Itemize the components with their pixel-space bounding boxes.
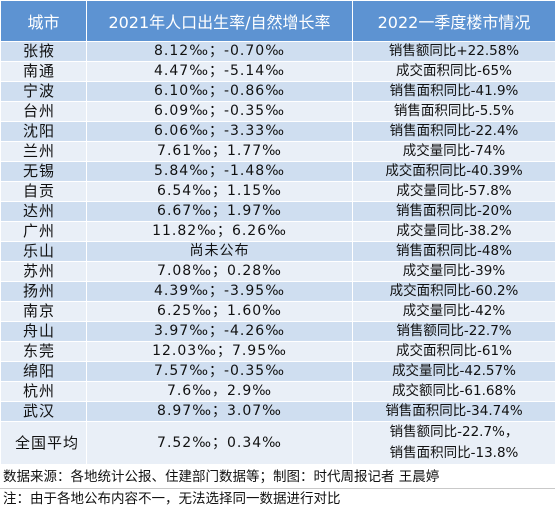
city-cell: 武汉 [0,401,87,422]
city-cell: 绵阳 [0,361,87,382]
market-cell: 成交量同比-42.57% [352,361,555,382]
market-cell: 成交量同比-42% [352,301,555,322]
market-cell: 销售面积同比-22.4% [352,121,555,142]
market-cell: 销售面积同比-5.5% [352,101,555,122]
market-cell: 成交面积同比-40.39% [352,161,555,182]
table-row: 宁波 6.10‰；-0.86‰ 销售面积同比-41.9% [0,81,555,102]
disclaimer-note: 注：由于各地公布内容不一，无法选择同一数据进行对比 [3,491,341,507]
market-cell: 成交面积同比-65% [352,61,555,82]
rate-cell: 尚未公布 [86,241,353,262]
market-cell: 销售额同比-22.7% [352,321,555,342]
market-cell: 成交量同比-38.2% [352,221,555,242]
city-cell: 无锡 [0,161,87,182]
table-row: 张掖 8.12‰；-0.70‰ 销售额同比+22.58% [0,41,555,62]
table-row: 东莞 12.03‰；7.95‰ 成交面积同比-61% [0,341,555,362]
table-row: 台州 6.09‰；-0.35‰ 销售面积同比-5.5% [0,101,555,122]
rate-cell: 6.09‰；-0.35‰ [86,101,353,122]
avg-market-line2: 销售面积同比-13.8% [389,445,519,461]
city-cell: 自贡 [0,181,87,202]
city-cell: 宁波 [0,81,87,102]
header-city: 城市 [0,0,87,42]
market-cell: 成交量同比-74% [352,141,555,162]
city-cell: 台州 [0,101,87,122]
market-cell: 销售面积同比-34.74% [352,401,555,422]
table-row-national-average: 全国平均 7.52‰；0.34‰ 销售额同比-22.7%， 销售面积同比-13.… [0,421,555,465]
table-row: 无锡 5.84‰；-1.48‰ 成交面积同比-40.39% [0,161,555,182]
city-cell: 南京 [0,301,87,322]
table-row: 舟山 3.97‰；-4.26‰ 销售额同比-22.7% [0,321,555,342]
rate-cell: 6.54‰；1.15‰ [86,181,353,202]
header-property-market: 2022一季度楼市情况 [352,0,555,42]
city-cell: 达州 [0,201,87,222]
city-cell: 杭州 [0,381,87,402]
rate-cell: 6.25‰；1.60‰ [86,301,353,322]
table-row: 广州 11.82‰；6.26‰ 成交量同比-38.2% [0,221,555,242]
table-row: 扬州 4.39‰；-3.95‰ 成交面积同比-60.2% [0,281,555,302]
avg-rate-cell: 7.52‰；0.34‰ [86,421,353,465]
city-cell: 广州 [0,221,87,242]
market-cell: 销售额同比+22.58% [352,41,555,62]
table-row: 兰州 7.61‰；1.77‰ 成交量同比-74% [0,141,555,162]
table-body: 张掖 8.12‰；-0.70‰ 销售额同比+22.58% 南通 4.47‰；-5.14‰… [0,41,555,465]
city-cell: 沈阳 [0,121,87,142]
avg-market-cell: 销售额同比-22.7%， 销售面积同比-13.8% [352,421,555,465]
city-cell: 东莞 [0,341,87,362]
table-row: 乐山 尚未公布 销售面积同比-48% [0,241,555,262]
market-cell: 销售面积同比-20% [352,201,555,222]
table-row: 南京 6.25‰；1.60‰ 成交量同比-42% [0,301,555,322]
market-cell: 成交面积同比-60.2% [352,281,555,302]
source-note: 数据来源：各地统计公报、住建部门数据等；制图：时代周报记者 王晨婷 [0,467,555,489]
market-cell: 销售面积同比-48% [352,241,555,262]
market-cell: 成交量同比-57.8% [352,181,555,202]
rate-cell: 12.03‰；7.95‰ [86,341,353,362]
rate-cell: 11.82‰；6.26‰ [86,221,353,242]
table-row: 绵阳 7.57‰；-0.35‰ 成交量同比-42.57% [0,361,555,382]
rate-cell: 8.97‰；3.07‰ [86,401,353,422]
market-cell: 成交额同比-61.68% [352,381,555,402]
table-row: 自贡 6.54‰；1.15‰ 成交量同比-57.8% [0,181,555,202]
city-cell: 南通 [0,61,87,82]
rate-cell: 6.10‰；-0.86‰ [86,81,353,102]
market-cell: 销售面积同比-41.9% [352,81,555,102]
table-row: 沈阳 6.06‰；-3.33‰ 销售面积同比-22.4% [0,121,555,142]
table-row: 达州 6.67‰；1.97‰ 销售面积同比-20% [0,201,555,222]
table-row: 武汉 8.97‰；3.07‰ 销售面积同比-34.74% [0,401,555,422]
rate-cell: 8.12‰；-0.70‰ [86,41,353,62]
rate-cell: 7.08‰；0.28‰ [86,261,353,282]
market-cell: 成交面积同比-61% [352,341,555,362]
avg-city-cell: 全国平均 [0,421,87,465]
city-cell: 舟山 [0,321,87,342]
city-cell: 苏州 [0,261,87,282]
rate-cell: 6.67‰；1.97‰ [86,201,353,222]
market-cell: 成交量同比-39% [352,261,555,282]
city-cell: 兰州 [0,141,87,162]
city-cell: 张掖 [0,41,87,62]
table-row: 杭州 7.6‰，2.9‰ 成交额同比-61.68% [0,381,555,402]
rate-cell: 7.61‰；1.77‰ [86,141,353,162]
rate-cell: 7.57‰；-0.35‰ [86,361,353,382]
rate-cell: 5.84‰；-1.48‰ [86,161,353,182]
table-row: 南通 4.47‰；-5.14‰ 成交面积同比-65% [0,61,555,82]
rate-cell: 4.39‰；-3.95‰ [86,281,353,302]
city-cell: 扬州 [0,281,87,302]
rate-cell: 3.97‰；-4.26‰ [86,321,353,342]
rate-cell: 6.06‰；-3.33‰ [86,121,353,142]
header-birth-rate: 2021年人口出生率/自然增长率 [86,0,353,42]
table-header-row: 城市 2021年人口出生率/自然增长率 2022一季度楼市情况 [0,0,555,42]
city-cell: 乐山 [0,241,87,262]
avg-market-line1: 销售额同比-22.7%， [389,424,519,440]
rate-cell: 4.47‰；-5.14‰ [86,61,353,82]
table-row: 苏州 7.08‰；0.28‰ 成交量同比-39% [0,261,555,282]
rate-cell: 7.6‰，2.9‰ [86,381,353,402]
city-data-table: 城市 2021年人口出生率/自然增长率 2022一季度楼市情况 张掖 8.12‰；… [0,0,555,465]
